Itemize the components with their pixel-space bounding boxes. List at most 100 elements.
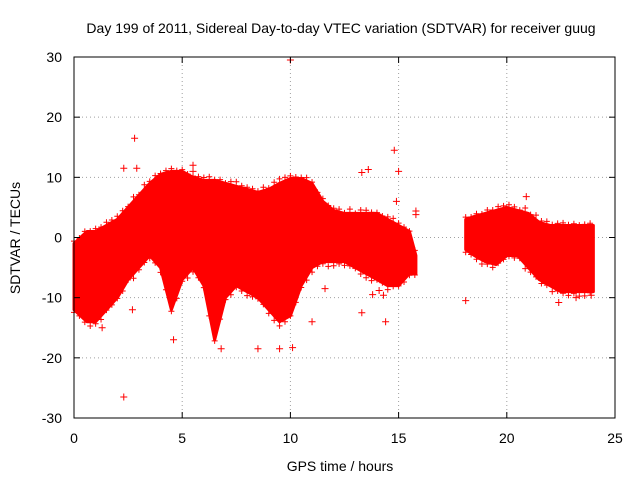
outlier-point bbox=[587, 291, 595, 299]
data-point bbox=[292, 173, 299, 180]
data-point bbox=[352, 265, 359, 272]
data-point bbox=[146, 255, 153, 262]
data-point bbox=[576, 293, 583, 300]
y-tick-label: 30 bbox=[46, 49, 62, 65]
y-tick-label: 10 bbox=[46, 169, 62, 185]
data-point bbox=[511, 254, 518, 261]
data-point bbox=[390, 215, 397, 222]
data-point bbox=[119, 207, 126, 214]
data-point bbox=[500, 256, 507, 263]
data-point bbox=[92, 225, 99, 232]
data-point bbox=[184, 275, 191, 282]
outlier-point bbox=[364, 166, 372, 174]
data-point bbox=[533, 212, 540, 219]
data-point bbox=[152, 172, 159, 179]
data-point bbox=[103, 219, 110, 226]
data-point bbox=[114, 295, 121, 302]
data-point bbox=[406, 228, 413, 235]
chart-title: Day 199 of 2011, Sidereal Day-to-day VTE… bbox=[86, 20, 595, 36]
data-point bbox=[319, 195, 326, 202]
data-point bbox=[287, 312, 294, 319]
data-point bbox=[478, 260, 485, 267]
data-point bbox=[108, 217, 115, 224]
data-point bbox=[570, 290, 577, 297]
data-point bbox=[130, 275, 137, 282]
data-point bbox=[87, 228, 94, 235]
data-point bbox=[576, 222, 583, 229]
data-point bbox=[87, 322, 94, 329]
data-point bbox=[554, 220, 561, 227]
data-point bbox=[244, 184, 251, 191]
y-tick-label: -30 bbox=[42, 410, 62, 426]
data-band-0-to-16h-edge-markers bbox=[71, 165, 418, 344]
outlier-point bbox=[369, 291, 377, 299]
data-point bbox=[565, 292, 572, 299]
x-tick-label: 25 bbox=[607, 430, 623, 446]
data-point bbox=[98, 316, 105, 323]
data-point bbox=[406, 272, 413, 279]
data-point bbox=[511, 203, 518, 210]
outlier-point bbox=[131, 134, 139, 142]
data-point bbox=[125, 203, 132, 210]
data-point bbox=[271, 179, 278, 186]
data-point bbox=[336, 260, 343, 267]
data-point bbox=[543, 282, 550, 289]
outlier-point bbox=[522, 193, 530, 201]
data-point bbox=[495, 203, 502, 210]
data-point bbox=[368, 209, 375, 216]
data-point bbox=[411, 272, 418, 279]
data-point bbox=[565, 221, 572, 228]
outlier-point bbox=[254, 345, 262, 353]
data-point bbox=[119, 287, 126, 294]
data-point bbox=[298, 174, 305, 181]
data-point bbox=[373, 209, 380, 216]
data-point bbox=[249, 293, 256, 300]
data-point bbox=[206, 173, 213, 180]
outlier-point bbox=[395, 167, 403, 175]
data-point bbox=[276, 322, 283, 329]
data-point bbox=[168, 308, 175, 315]
data-point bbox=[587, 220, 594, 227]
data-point bbox=[330, 262, 337, 269]
data-point bbox=[473, 210, 480, 217]
data-point bbox=[184, 170, 191, 177]
x-tick-label: 5 bbox=[178, 430, 186, 446]
data-band-0-to-16h bbox=[72, 169, 418, 342]
outlier-point bbox=[321, 285, 329, 293]
data-point bbox=[527, 269, 534, 276]
data-point bbox=[227, 178, 234, 185]
data-point bbox=[314, 189, 321, 196]
data-point bbox=[233, 178, 240, 185]
outlier-point bbox=[98, 324, 106, 332]
data-point bbox=[373, 276, 380, 283]
data-point bbox=[363, 274, 370, 281]
data-point bbox=[141, 259, 148, 266]
data-point bbox=[478, 210, 485, 217]
data-point bbox=[222, 180, 229, 187]
data-layer bbox=[71, 56, 595, 401]
y-tick-label: 0 bbox=[54, 230, 62, 246]
x-axis-label: GPS time / hours bbox=[287, 458, 394, 474]
outlier-point bbox=[120, 164, 128, 172]
outlier-point bbox=[392, 197, 400, 205]
data-point bbox=[522, 205, 529, 212]
data-point bbox=[489, 264, 496, 271]
data-point bbox=[505, 253, 512, 260]
data-point bbox=[260, 301, 267, 308]
data-point bbox=[346, 206, 353, 213]
data-point bbox=[135, 266, 142, 273]
data-point bbox=[319, 260, 326, 267]
data-point bbox=[222, 296, 229, 303]
outlier-point bbox=[375, 286, 383, 294]
data-point bbox=[341, 209, 348, 216]
data-point bbox=[233, 284, 240, 291]
data-point bbox=[538, 280, 545, 287]
y-axis-label: SDTVAR / TECUs bbox=[7, 182, 23, 294]
outlier-point bbox=[217, 345, 225, 353]
outlier-point bbox=[585, 224, 593, 232]
data-point bbox=[81, 319, 88, 326]
data-point bbox=[309, 269, 316, 276]
data-point bbox=[401, 224, 408, 231]
outlier-point bbox=[379, 291, 387, 299]
